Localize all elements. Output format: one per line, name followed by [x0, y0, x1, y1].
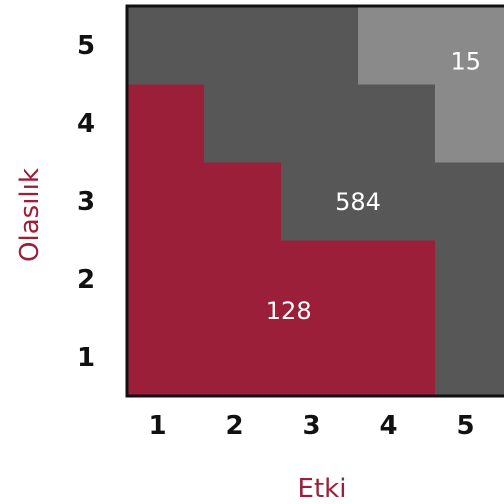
heatmap-cell-low-1-1	[127, 318, 205, 397]
x-tick-label: 5	[456, 411, 474, 441]
heatmap-cell-medium-2-4	[204, 84, 282, 163]
heatmap-cell-high-4-5	[358, 6, 436, 85]
heatmap-cell-low-2-3	[204, 162, 282, 241]
heatmap-cell-low-1-2	[127, 240, 205, 319]
heatmap-cell-high-5-4	[435, 84, 504, 163]
heatmap-cell-medium-5-2	[435, 240, 504, 319]
x-axis-label: Etki	[298, 474, 347, 504]
heatmap-cell-low-2-1	[204, 318, 282, 397]
x-tick-label: 1	[148, 411, 166, 441]
y-tick-label: 3	[77, 187, 95, 217]
heatmap-cell-medium-2-5	[204, 6, 282, 85]
heatmap-cell-medium-3-4	[281, 84, 359, 163]
heatmap-cell-medium-3-3	[281, 162, 359, 241]
x-tick-label: 3	[302, 411, 320, 441]
heatmap-cell-low-1-3	[127, 162, 205, 241]
heatmap-cell-low-3-1	[281, 318, 359, 397]
heatmap-cell-medium-5-3	[435, 162, 504, 241]
heatmap-cell-medium-1-5	[127, 6, 205, 85]
heatmap-cell-low-1-4	[127, 84, 205, 163]
heatmap-cell-medium-3-5	[281, 6, 359, 85]
heatmap-cell-low-3-2	[281, 240, 359, 319]
y-tick-label: 2	[77, 265, 95, 295]
heatmap-cell-medium-4-3	[358, 162, 436, 241]
y-tick-label: 4	[77, 109, 95, 139]
heatmap-cell-high-5-5	[435, 6, 504, 85]
heatmap-cell-low-2-2	[204, 240, 282, 319]
zone-labels: 128 584 15	[266, 48, 481, 326]
plot-frame	[125, 4, 504, 398]
zone-label-high: 15	[451, 48, 482, 76]
x-axis-ticks: 1 2 3 4 5	[148, 411, 474, 441]
x-tick-label: 2	[225, 411, 243, 441]
y-tick-label: 1	[77, 343, 95, 373]
x-tick-label: 4	[379, 411, 397, 441]
heatmap-cells	[127, 6, 504, 397]
heatmap-cell-medium-5-1	[435, 318, 504, 397]
y-axis-ticks: 1 2 3 4 5	[77, 31, 95, 373]
heatmap-cell-low-4-1	[358, 318, 436, 397]
zone-label-low: 128	[266, 297, 312, 325]
heatmap-cell-low-4-2	[358, 240, 436, 319]
heatmap-cell-medium-4-4	[358, 84, 436, 163]
zone-label-medium: 584	[335, 188, 381, 216]
y-axis-label: Olasılık	[15, 168, 45, 262]
y-tick-label: 5	[77, 31, 95, 61]
